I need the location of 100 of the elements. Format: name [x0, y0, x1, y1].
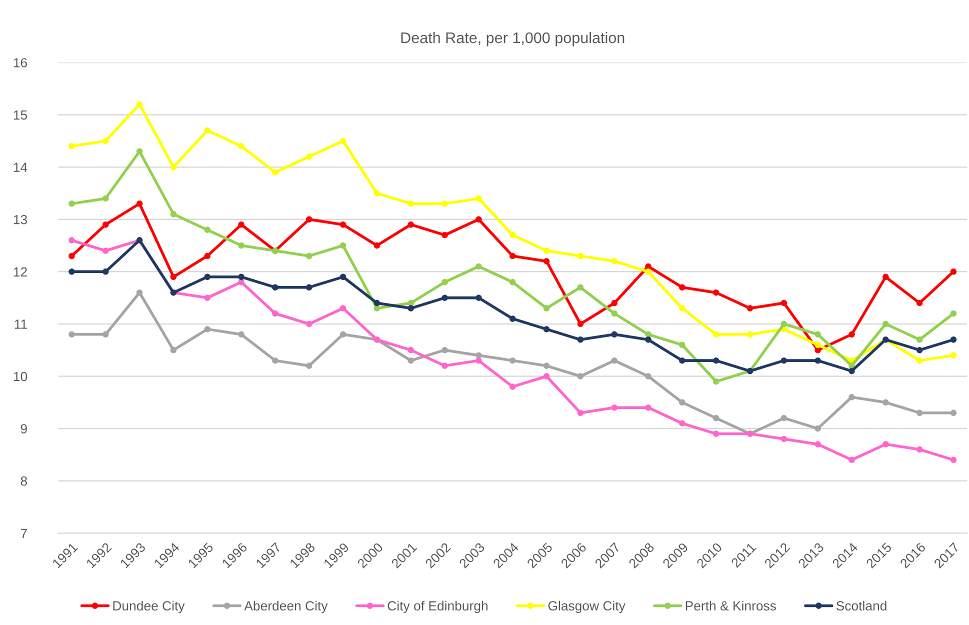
point [543, 248, 550, 254]
point [340, 305, 346, 312]
legend-label: Perth & Kinross [686, 600, 776, 611]
point [509, 316, 516, 322]
point [204, 127, 210, 134]
point [950, 456, 957, 464]
point [882, 274, 889, 280]
point [950, 268, 957, 275]
point [950, 336, 957, 343]
point [68, 143, 75, 150]
y-tick-label: 13 [14, 214, 28, 224]
point [408, 357, 414, 364]
point [712, 414, 720, 422]
point [611, 300, 618, 306]
point [916, 336, 923, 343]
point [509, 252, 516, 260]
point [238, 242, 244, 249]
point [68, 237, 75, 244]
point [238, 143, 244, 150]
point [577, 336, 584, 343]
point [814, 342, 821, 348]
point [102, 138, 109, 144]
point [340, 242, 346, 249]
point [916, 410, 923, 416]
point [577, 284, 584, 290]
point [102, 268, 109, 275]
legend-label: Glasgow City [548, 600, 626, 614]
point [102, 221, 109, 228]
point [577, 410, 584, 416]
point [814, 357, 821, 364]
point [340, 274, 346, 280]
point [950, 310, 957, 317]
point [238, 221, 244, 228]
point [68, 252, 75, 260]
point [916, 446, 923, 453]
point [509, 279, 516, 286]
point [272, 284, 278, 290]
legend-label: Aberdeen City [244, 600, 328, 614]
point [170, 211, 177, 218]
point [577, 320, 584, 328]
point [374, 305, 380, 312]
point [916, 300, 923, 306]
point [848, 368, 855, 374]
point [611, 357, 618, 364]
y-tick-label: 8 [20, 476, 28, 486]
point [814, 441, 821, 448]
point [509, 232, 516, 238]
point [509, 357, 516, 364]
point [543, 305, 550, 312]
y-tick-label: 11 [14, 320, 27, 329]
point [509, 384, 516, 390]
point [442, 294, 448, 301]
legend-label: City of Edinburgh [388, 600, 488, 614]
point [712, 289, 720, 296]
point [916, 357, 923, 364]
point [102, 195, 109, 202]
point [476, 195, 482, 202]
point [916, 346, 923, 354]
point [238, 274, 244, 280]
point [170, 274, 177, 280]
point [204, 252, 210, 260]
point [679, 420, 686, 426]
legend-label: Scotland [836, 600, 886, 611]
point [712, 378, 720, 385]
point [780, 436, 788, 442]
point [374, 190, 380, 196]
point [306, 154, 312, 160]
point [272, 310, 278, 317]
point [170, 346, 177, 354]
point [238, 331, 244, 338]
point [543, 373, 550, 380]
point [780, 357, 788, 364]
point [476, 294, 482, 301]
point [645, 404, 652, 411]
point [374, 242, 380, 249]
point [102, 331, 109, 338]
point [408, 221, 414, 228]
point [442, 362, 448, 369]
point [476, 263, 482, 270]
point [543, 326, 550, 332]
point [340, 221, 346, 228]
point [611, 310, 618, 317]
point [204, 226, 210, 233]
point [950, 352, 957, 358]
point [577, 373, 584, 380]
point [68, 200, 75, 207]
point [136, 200, 143, 207]
point [611, 258, 618, 264]
point [476, 216, 482, 222]
point [442, 200, 448, 207]
point [577, 252, 584, 260]
point [306, 284, 312, 290]
point [306, 362, 312, 369]
point [543, 362, 550, 369]
point [848, 331, 855, 338]
y-tick-label: 15 [14, 110, 28, 120]
chart-title: Death Rate, per 1,000 population [401, 32, 624, 46]
point [204, 294, 210, 301]
y-tick-label: 16 [14, 58, 28, 68]
point [408, 305, 414, 312]
